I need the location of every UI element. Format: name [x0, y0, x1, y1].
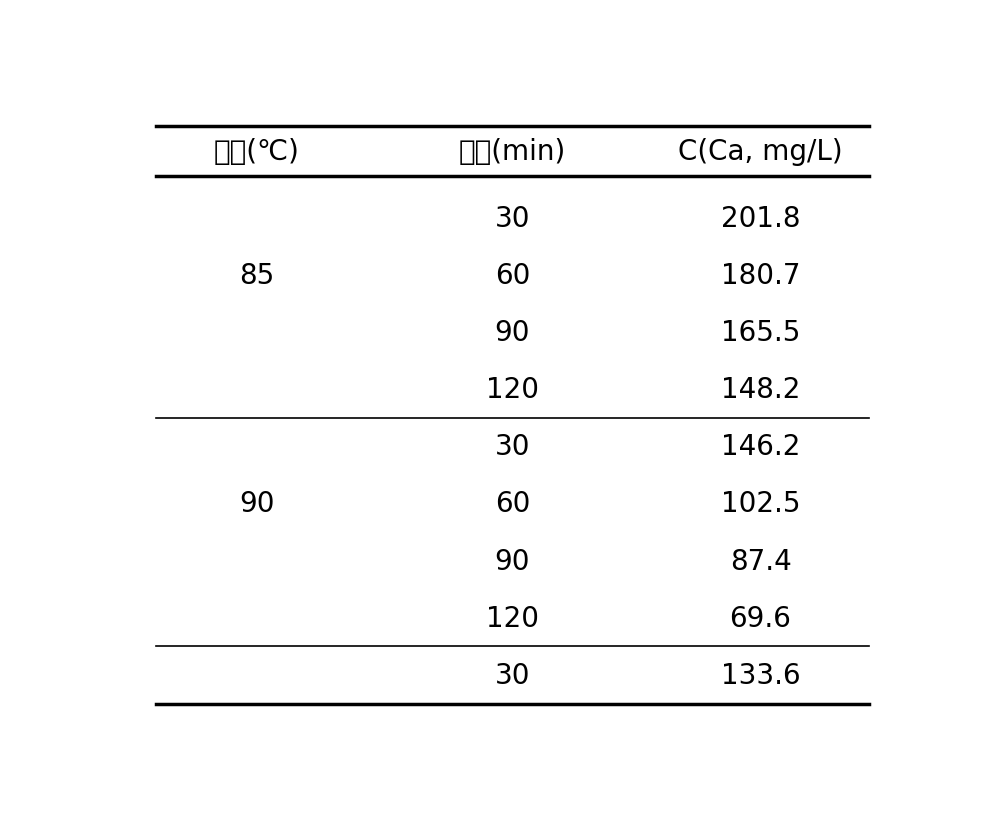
Text: 148.2: 148.2 — [721, 376, 800, 404]
Text: 30: 30 — [495, 432, 530, 460]
Text: 90: 90 — [495, 547, 530, 575]
Text: 201.8: 201.8 — [721, 204, 800, 233]
Text: 165.5: 165.5 — [721, 319, 800, 346]
Text: 120: 120 — [486, 376, 539, 404]
Text: 60: 60 — [495, 490, 530, 518]
Text: 30: 30 — [495, 204, 530, 233]
Text: 87.4: 87.4 — [730, 547, 791, 575]
Text: 90: 90 — [495, 319, 530, 346]
Text: C(Ca, mg/L): C(Ca, mg/L) — [678, 138, 843, 166]
Text: 146.2: 146.2 — [721, 432, 800, 460]
Text: 温度(℃): 温度(℃) — [214, 138, 300, 166]
Text: 102.5: 102.5 — [721, 490, 800, 518]
Text: 85: 85 — [239, 261, 274, 289]
Text: 133.6: 133.6 — [721, 661, 800, 689]
Text: 120: 120 — [486, 604, 539, 632]
Text: 90: 90 — [239, 490, 274, 518]
Text: 30: 30 — [495, 661, 530, 689]
Text: 时间(min): 时间(min) — [459, 138, 566, 166]
Text: 60: 60 — [495, 261, 530, 289]
Text: 69.6: 69.6 — [730, 604, 791, 632]
Text: 180.7: 180.7 — [721, 261, 800, 289]
